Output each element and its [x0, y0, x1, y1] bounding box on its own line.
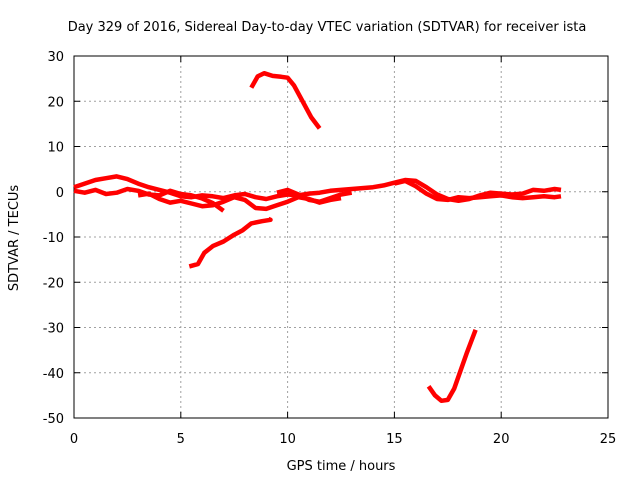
- y-axis-label: SDTVAR / TECUs: [7, 185, 22, 292]
- axis-ticks: [73, 55, 609, 419]
- series-band-a: [73, 174, 562, 204]
- y-tick-label: 30: [47, 50, 64, 65]
- series-arc-low: [426, 328, 478, 404]
- y-tick-label: 20: [47, 95, 64, 110]
- data-series: [73, 70, 562, 404]
- x-tick-label: 10: [279, 432, 296, 447]
- x-tick-label: 25: [600, 432, 617, 447]
- y-tick-label: 10: [47, 141, 64, 156]
- y-tick-labels: 30 20 10 0 -10 -20 -30 -40 -50: [43, 50, 64, 427]
- x-tick-label: 0: [70, 432, 78, 447]
- series-arc-high: [249, 70, 322, 130]
- y-tick-label: -50: [43, 412, 64, 427]
- x-tick-label: 20: [493, 432, 510, 447]
- x-tick-labels: 0 5 10 15 20 25: [70, 432, 616, 447]
- series-arc-rising: [188, 216, 273, 269]
- x-axis-label: GPS time / hours: [287, 459, 396, 474]
- y-tick-label: -40: [43, 367, 64, 382]
- y-tick-label: -10: [43, 231, 64, 246]
- series-band-d: [276, 187, 353, 204]
- x-tick-label: 5: [177, 432, 185, 447]
- y-tick-label: 0: [56, 186, 64, 201]
- series-band-e: [393, 178, 562, 203]
- grid-lines: [74, 56, 608, 418]
- y-tick-label: -30: [43, 322, 64, 337]
- x-tick-label: 15: [386, 432, 403, 447]
- chart-title: Day 329 of 2016, Sidereal Day-to-day VTE…: [68, 20, 587, 35]
- y-tick-label: -20: [43, 276, 64, 291]
